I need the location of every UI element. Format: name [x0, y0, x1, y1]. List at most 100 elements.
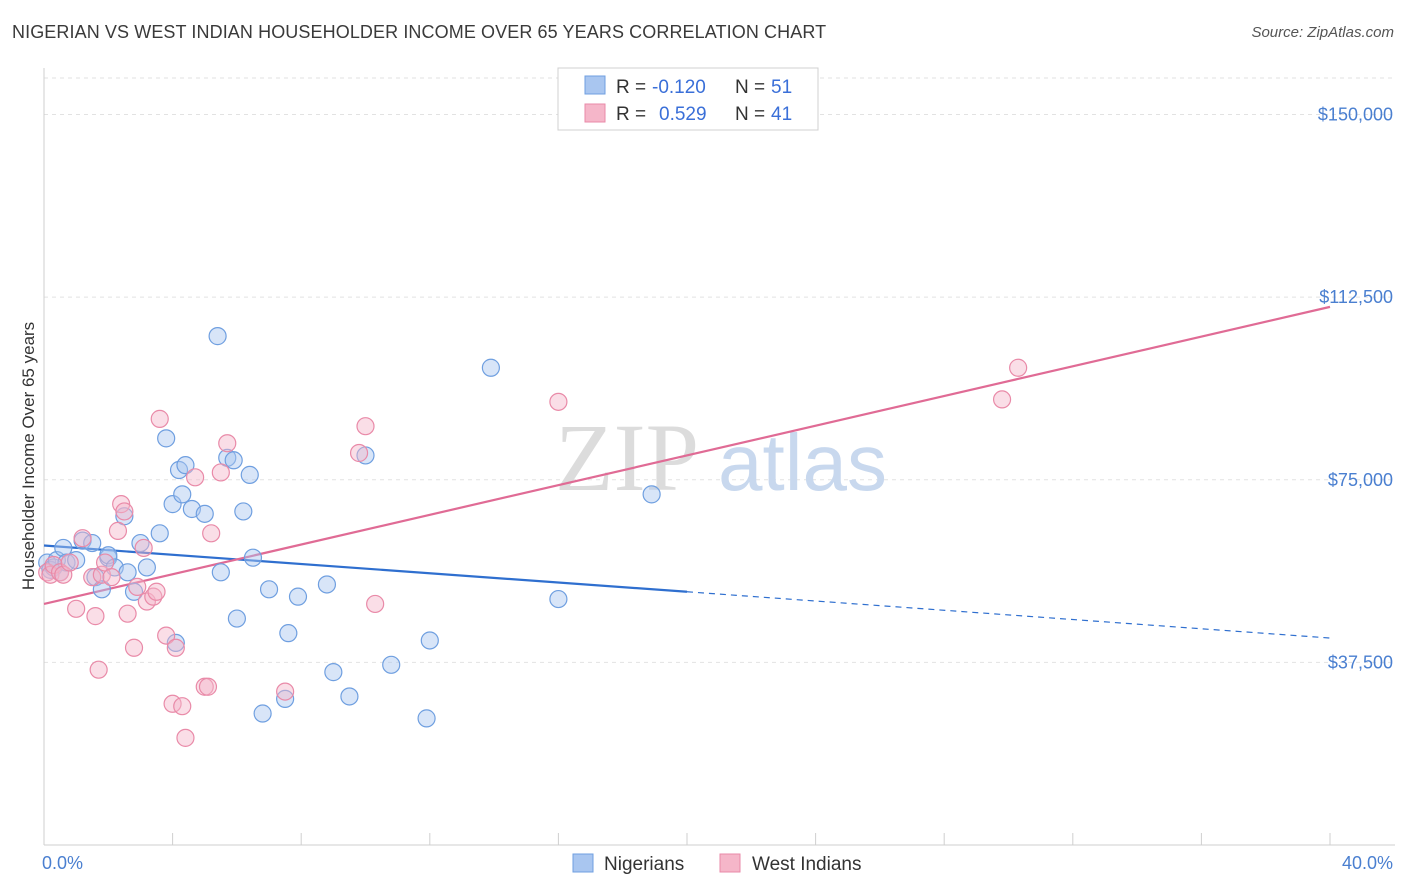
west-indian-point-25: [157, 626, 176, 645]
nigerian-point-17: [124, 582, 144, 601]
west-indian-point-14: [108, 521, 128, 540]
legend-n-value-1: 51: [771, 77, 792, 98]
west-indian-point-41: [992, 390, 1012, 409]
axes: [43, 68, 1395, 846]
nigerian-point-26: [176, 456, 195, 475]
nigerian-point-16: [118, 563, 137, 582]
nigerian-point-19: [137, 558, 156, 577]
nigerian-point-29: [208, 327, 227, 346]
x-tick-label-0: 0.0%: [42, 853, 83, 873]
y-tick-label-3: $150,000: [1318, 105, 1393, 125]
grid-lines: [44, 77, 1395, 663]
watermark: ZIP atlas: [555, 404, 887, 511]
west-indian-point-40: [549, 392, 568, 411]
nigerian-point-21: [157, 429, 176, 448]
nigerian-point-30: [211, 563, 230, 582]
nigerian-point-51: [642, 485, 661, 504]
west-indian-point-5: [60, 553, 79, 572]
west-indian-point-3: [50, 563, 70, 582]
nigerian-point-25: [173, 485, 192, 504]
y-tick-label-0: $37,500: [1328, 652, 1393, 672]
legend-r-label-2: R =: [616, 104, 646, 125]
west-indian-point-7: [73, 529, 92, 548]
legend-n-label-2: N =: [735, 104, 765, 125]
west-indian-point-33: [202, 524, 221, 543]
bottom-legend-swatch-nigerians: [572, 853, 594, 873]
nigerian-point-32: [224, 451, 243, 470]
nigerian-point-38: [259, 580, 279, 599]
nigerian-point-40: [279, 624, 298, 643]
nigerian-point-49: [481, 358, 500, 377]
nigerian-point-28: [195, 504, 214, 523]
west-indian-point-9: [86, 607, 105, 626]
west-indian-point-16: [115, 502, 134, 521]
west-indian-point-39: [366, 594, 385, 614]
nigerian-point-44: [340, 687, 359, 706]
nigerian-point-39: [276, 689, 295, 709]
legend-swatch-nigerians: [584, 75, 606, 95]
west-indian-point-32: [198, 677, 218, 696]
nigerian-point-48: [420, 631, 439, 650]
legend-box: R = -0.120 N = 51 R = 0.529 N = 41: [557, 67, 819, 131]
west-indian-point-17: [118, 604, 137, 623]
nigerian-point-11: [92, 580, 111, 599]
west-indian-point-38: [356, 417, 375, 436]
nigerian-point-9: [83, 533, 102, 553]
trend-line-nigerians-extension: [686, 591, 1331, 639]
nigerian-point-46: [382, 655, 401, 674]
trend-line-nigerians: [43, 544, 688, 593]
west-indian-point-22: [144, 587, 163, 606]
legend-r-label-1: R =: [616, 77, 646, 98]
nigerian-point-33: [227, 609, 246, 628]
west-indian-point-27: [166, 638, 185, 657]
west-indian-point-23: [147, 582, 166, 601]
nigerian-point-36: [243, 548, 263, 567]
trend-lines: [43, 305, 1331, 639]
west-indian-point-36: [276, 682, 295, 701]
nigerian-point-43: [324, 663, 343, 682]
chart-title: NIGERIAN VS WEST INDIAN HOUSEHOLDER INCO…: [12, 22, 827, 42]
legend-r-value-1: -0.120: [652, 77, 706, 98]
nigerian-point-50: [549, 589, 568, 609]
west-indian-point-42: [1009, 358, 1028, 377]
bottom-legend-swatch-west-indians: [719, 853, 741, 873]
nigerian-point-22: [163, 495, 182, 514]
west-indian-point-24: [150, 409, 169, 428]
nigerian-point-47: [417, 709, 436, 728]
west-indian-point-28: [173, 697, 192, 716]
bottom-legend-nigerians: Nigerians: [604, 854, 684, 875]
nigerian-point-20: [150, 524, 169, 543]
y-axis-title: Householder Income Over 65 years: [19, 322, 38, 590]
legend-swatch-west-indians: [584, 103, 606, 123]
west-indian-point-6: [67, 599, 86, 618]
nigerian-point-23: [166, 633, 185, 653]
west-indian-point-35: [218, 434, 237, 453]
west-indian-point-30: [186, 468, 205, 487]
west-indian-point-37: [349, 443, 369, 463]
legend-n-value-2: 41: [771, 104, 792, 125]
y-tick-label-2: $112,500: [1319, 287, 1393, 307]
west-indian-point-13: [102, 568, 121, 587]
legend-n-label-1: N =: [735, 77, 765, 98]
west-indian-point-10: [89, 660, 108, 679]
legend-r-value-2: 0.529: [659, 104, 707, 125]
west-indian-point-19: [128, 577, 147, 596]
west-indian-point-29: [176, 728, 195, 747]
nigerian-point-18: [131, 533, 150, 553]
trend-line-west-indians: [43, 305, 1331, 606]
bottom-legend: Nigerians West Indians: [572, 853, 861, 875]
nigerian-point-35: [240, 465, 259, 484]
nigerian-point-37: [253, 704, 272, 723]
west-indian-point-20: [134, 538, 153, 558]
nigerian-point-41: [288, 587, 308, 606]
bottom-legend-west-indians: West Indians: [752, 854, 861, 875]
x-tick-label-1: 40.0%: [1342, 853, 1393, 873]
nigerian-point-42: [317, 575, 337, 594]
y-tick-label-1: $75,000: [1328, 470, 1393, 490]
west-indian-point-18: [124, 638, 144, 657]
watermark-atlas: atlas: [718, 418, 887, 507]
data-points: [38, 327, 1028, 747]
tick-labels: $37,500 $75,000 $112,500 $150,000 0.0% 40.0%: [42, 105, 1393, 873]
chart-source: Source: ZipAtlas.com: [1251, 24, 1394, 41]
